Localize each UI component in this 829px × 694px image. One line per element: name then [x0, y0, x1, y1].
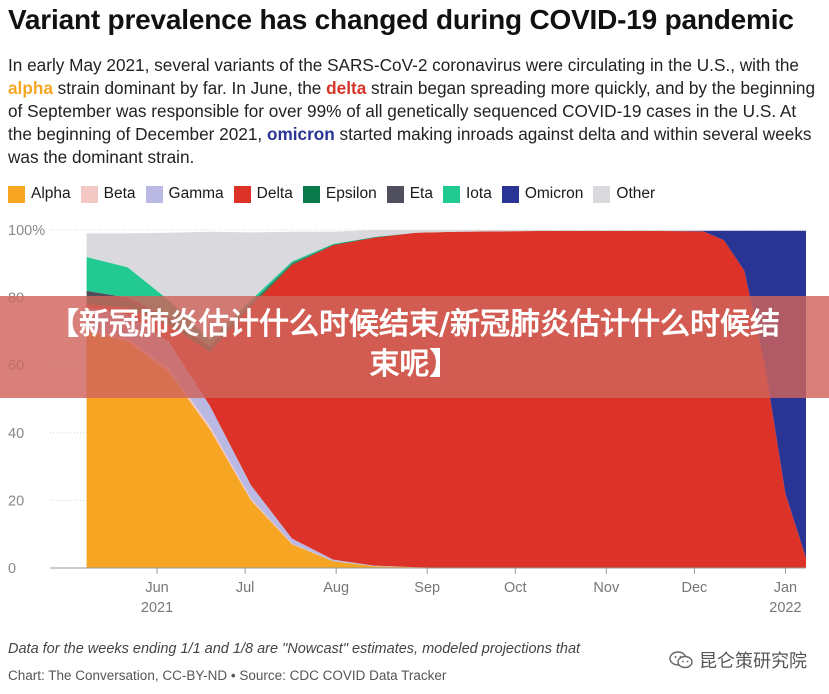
legend-swatch [442, 185, 460, 203]
legend-label: Gamma [168, 185, 224, 202]
legend-swatch [145, 185, 163, 203]
area-alpha [86, 331, 807, 568]
x-tick-label: Dec [682, 580, 708, 596]
chart-source: Chart: The Conversation, CC-BY-ND • Sour… [8, 668, 447, 683]
legend-label: Delta [256, 185, 293, 202]
area-other [86, 230, 807, 340]
overlay-banner [0, 296, 829, 398]
intro-keyword-alpha: alpha [8, 78, 53, 98]
legend-swatch [593, 185, 611, 203]
chart-title: Variant prevalence has changed during CO… [8, 4, 794, 35]
legend-item-delta: Delta [233, 185, 293, 203]
y-tick-label: 20 [8, 493, 24, 509]
legend-label: Omicron [524, 185, 584, 202]
y-tick-label: 100% [8, 223, 45, 239]
legend-label: Eta [409, 185, 433, 202]
x-tick-year-label: 2021 [141, 600, 173, 615]
chart-intro-text: In early May 2021, several variants of t… [8, 54, 823, 169]
legend-label: Beta [103, 185, 136, 202]
legend-item-omicron: Omicron [501, 185, 584, 203]
legend-label: Alpha [31, 185, 71, 202]
legend-label: Other [616, 185, 656, 202]
x-tick-label: Jun [145, 580, 168, 596]
legend-swatch [302, 185, 320, 203]
legend-label: Epsilon [325, 185, 377, 202]
watermark-text: 昆仑策研究院 [699, 651, 807, 672]
x-tick-label: Jul [236, 580, 255, 596]
legend-item-other: Other [593, 185, 655, 203]
legend-swatch [501, 185, 519, 203]
legend-item-gamma: Gamma [145, 185, 224, 203]
legend-swatch [386, 185, 404, 203]
intro-part-4: started making inroads against delta and… [8, 124, 812, 167]
chart-legend: Alpha Beta Gamma Delta Epsilon Eta Iota Omicron… [8, 183, 823, 205]
y-tick-label: 40 [8, 426, 24, 442]
chart-footnote: Data for the weeks ending 1/1 and 1/8 ar… [8, 641, 581, 657]
watermark: 昆仑策研究院 [669, 647, 807, 673]
x-tick-year-label: 2022 [769, 600, 801, 615]
overlay-banner-text: 【新冠肺炎估计什么时候结束/新冠肺炎估计什么时候结束呢】 [49, 307, 780, 382]
legend-label: Iota [465, 185, 492, 202]
wechat-icon [669, 651, 693, 669]
intro-keyword-omicron: omicron [266, 124, 335, 144]
x-tick-label: Aug [323, 580, 349, 596]
intro-part-1: In early May 2021, several variants of t… [8, 55, 799, 75]
legend-swatch [8, 185, 25, 203]
legend-item-epsilon: Epsilon [302, 185, 377, 203]
y-tick-label: 0 [8, 561, 16, 577]
intro-part-3: strain began spreading more quickly, and… [8, 78, 816, 144]
x-tick-label: Nov [593, 580, 620, 596]
legend-item-beta: Beta [80, 185, 136, 203]
intro-keyword-delta: delta [326, 78, 367, 98]
legend-swatch [233, 185, 251, 203]
intro-part-2: strain dominant by far. In June, the [52, 78, 327, 98]
legend-item-eta: Eta [386, 185, 433, 203]
x-tick-label: Sep [414, 580, 440, 596]
legend-swatch [80, 185, 98, 203]
legend-item-alpha: Alpha [8, 185, 71, 203]
legend-item-iota: Iota [442, 185, 492, 203]
x-tick-label: Oct [504, 580, 527, 596]
x-tick-label: Jan [774, 580, 797, 596]
stacked-area-chart: 020406080100%Jun2021JulAugSepOctNovDecJa… [8, 223, 807, 615]
